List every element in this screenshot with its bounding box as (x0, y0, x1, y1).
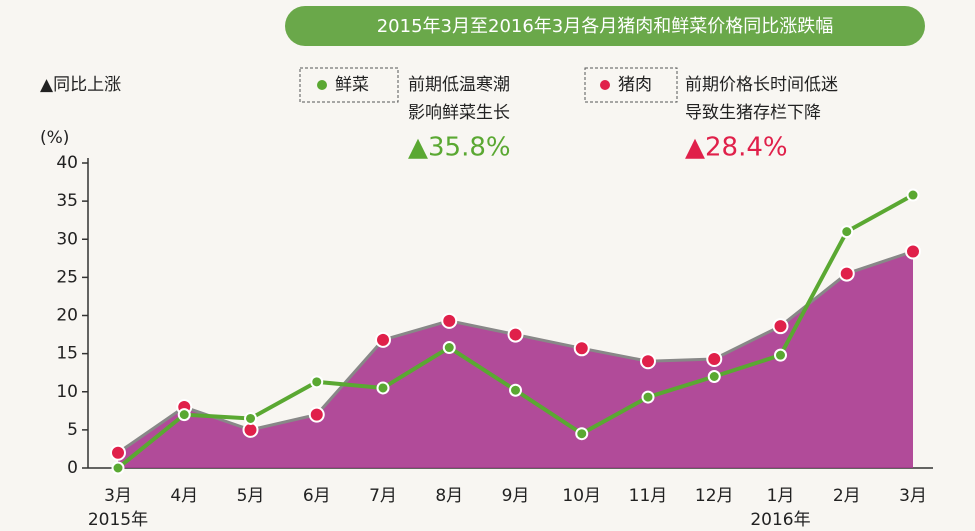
y-tick-label: 5 (67, 420, 78, 440)
x-tick-label: 9月 (502, 486, 530, 506)
y-tick-label: 15 (56, 344, 78, 364)
marker (774, 319, 788, 333)
marker (641, 354, 655, 368)
marker (378, 382, 389, 393)
marker (906, 244, 920, 258)
y-tick-label: 25 (56, 267, 78, 287)
x-tick-label: 2月 (833, 486, 861, 506)
x-tick-label: 1月 (767, 486, 795, 506)
x-tick-sublabel: 2016年 (750, 510, 810, 530)
x-tick-sublabel: 2015年 (88, 510, 148, 530)
annotation-value: ▲35.8% (408, 133, 511, 163)
marker (908, 190, 919, 201)
y-tick-label: 0 (67, 458, 78, 478)
marker (709, 371, 720, 382)
marker (643, 392, 654, 403)
marker (244, 423, 258, 437)
annotation-text: 导致生猪存栏下降 (685, 103, 821, 123)
chart: 2015年3月至2016年3月各月猪肉和鲜菜价格同比涨跌幅 ▲同比上涨 (%) … (0, 0, 975, 531)
x-tick-label: 11月 (629, 486, 668, 506)
marker (311, 376, 322, 387)
x-tick-label: 4月 (170, 486, 198, 506)
marker (840, 267, 854, 281)
marker (245, 413, 256, 424)
marker (179, 409, 190, 420)
marker (113, 463, 124, 474)
marker (707, 352, 721, 366)
subtitle: ▲同比上涨 (40, 75, 121, 95)
x-tick-label: 3月 (104, 486, 132, 506)
y-tick-label: 30 (56, 229, 78, 249)
x-tick-label: 8月 (435, 486, 463, 506)
x-tick-label: 12月 (695, 486, 734, 506)
marker (775, 350, 786, 361)
marker (111, 446, 125, 460)
legend-marker (317, 80, 327, 90)
y-tick-label: 20 (56, 306, 78, 326)
legend-label: 鲜菜 (335, 75, 369, 95)
annotation-text: 前期低温寒潮 (408, 75, 510, 95)
y-tick-label: 10 (56, 382, 78, 402)
x-tick-label: 7月 (369, 486, 397, 506)
marker (444, 342, 455, 353)
marker (841, 226, 852, 237)
y-tick-label: 40 (56, 153, 78, 173)
marker (310, 408, 324, 422)
annotation-value: ▲28.4% (685, 133, 788, 163)
legend-marker (600, 80, 610, 90)
marker (442, 314, 456, 328)
annotation-text: 影响鲜菜生长 (408, 103, 510, 123)
marker (376, 333, 390, 347)
x-tick-label: 10月 (562, 486, 601, 506)
annotation-text: 前期价格长时间低迷 (685, 75, 838, 95)
marker (509, 328, 523, 342)
chart-title: 2015年3月至2016年3月各月猪肉和鲜菜价格同比涨跌幅 (377, 16, 834, 37)
y-tick-label: 35 (56, 191, 78, 211)
y-axis-label: (%) (40, 128, 69, 148)
x-tick-label: 3月 (899, 486, 927, 506)
marker (576, 428, 587, 439)
marker (575, 341, 589, 355)
marker (510, 385, 521, 396)
legend-label: 猪肉 (618, 75, 652, 95)
x-tick-label: 5月 (237, 486, 265, 506)
x-tick-label: 6月 (303, 486, 331, 506)
